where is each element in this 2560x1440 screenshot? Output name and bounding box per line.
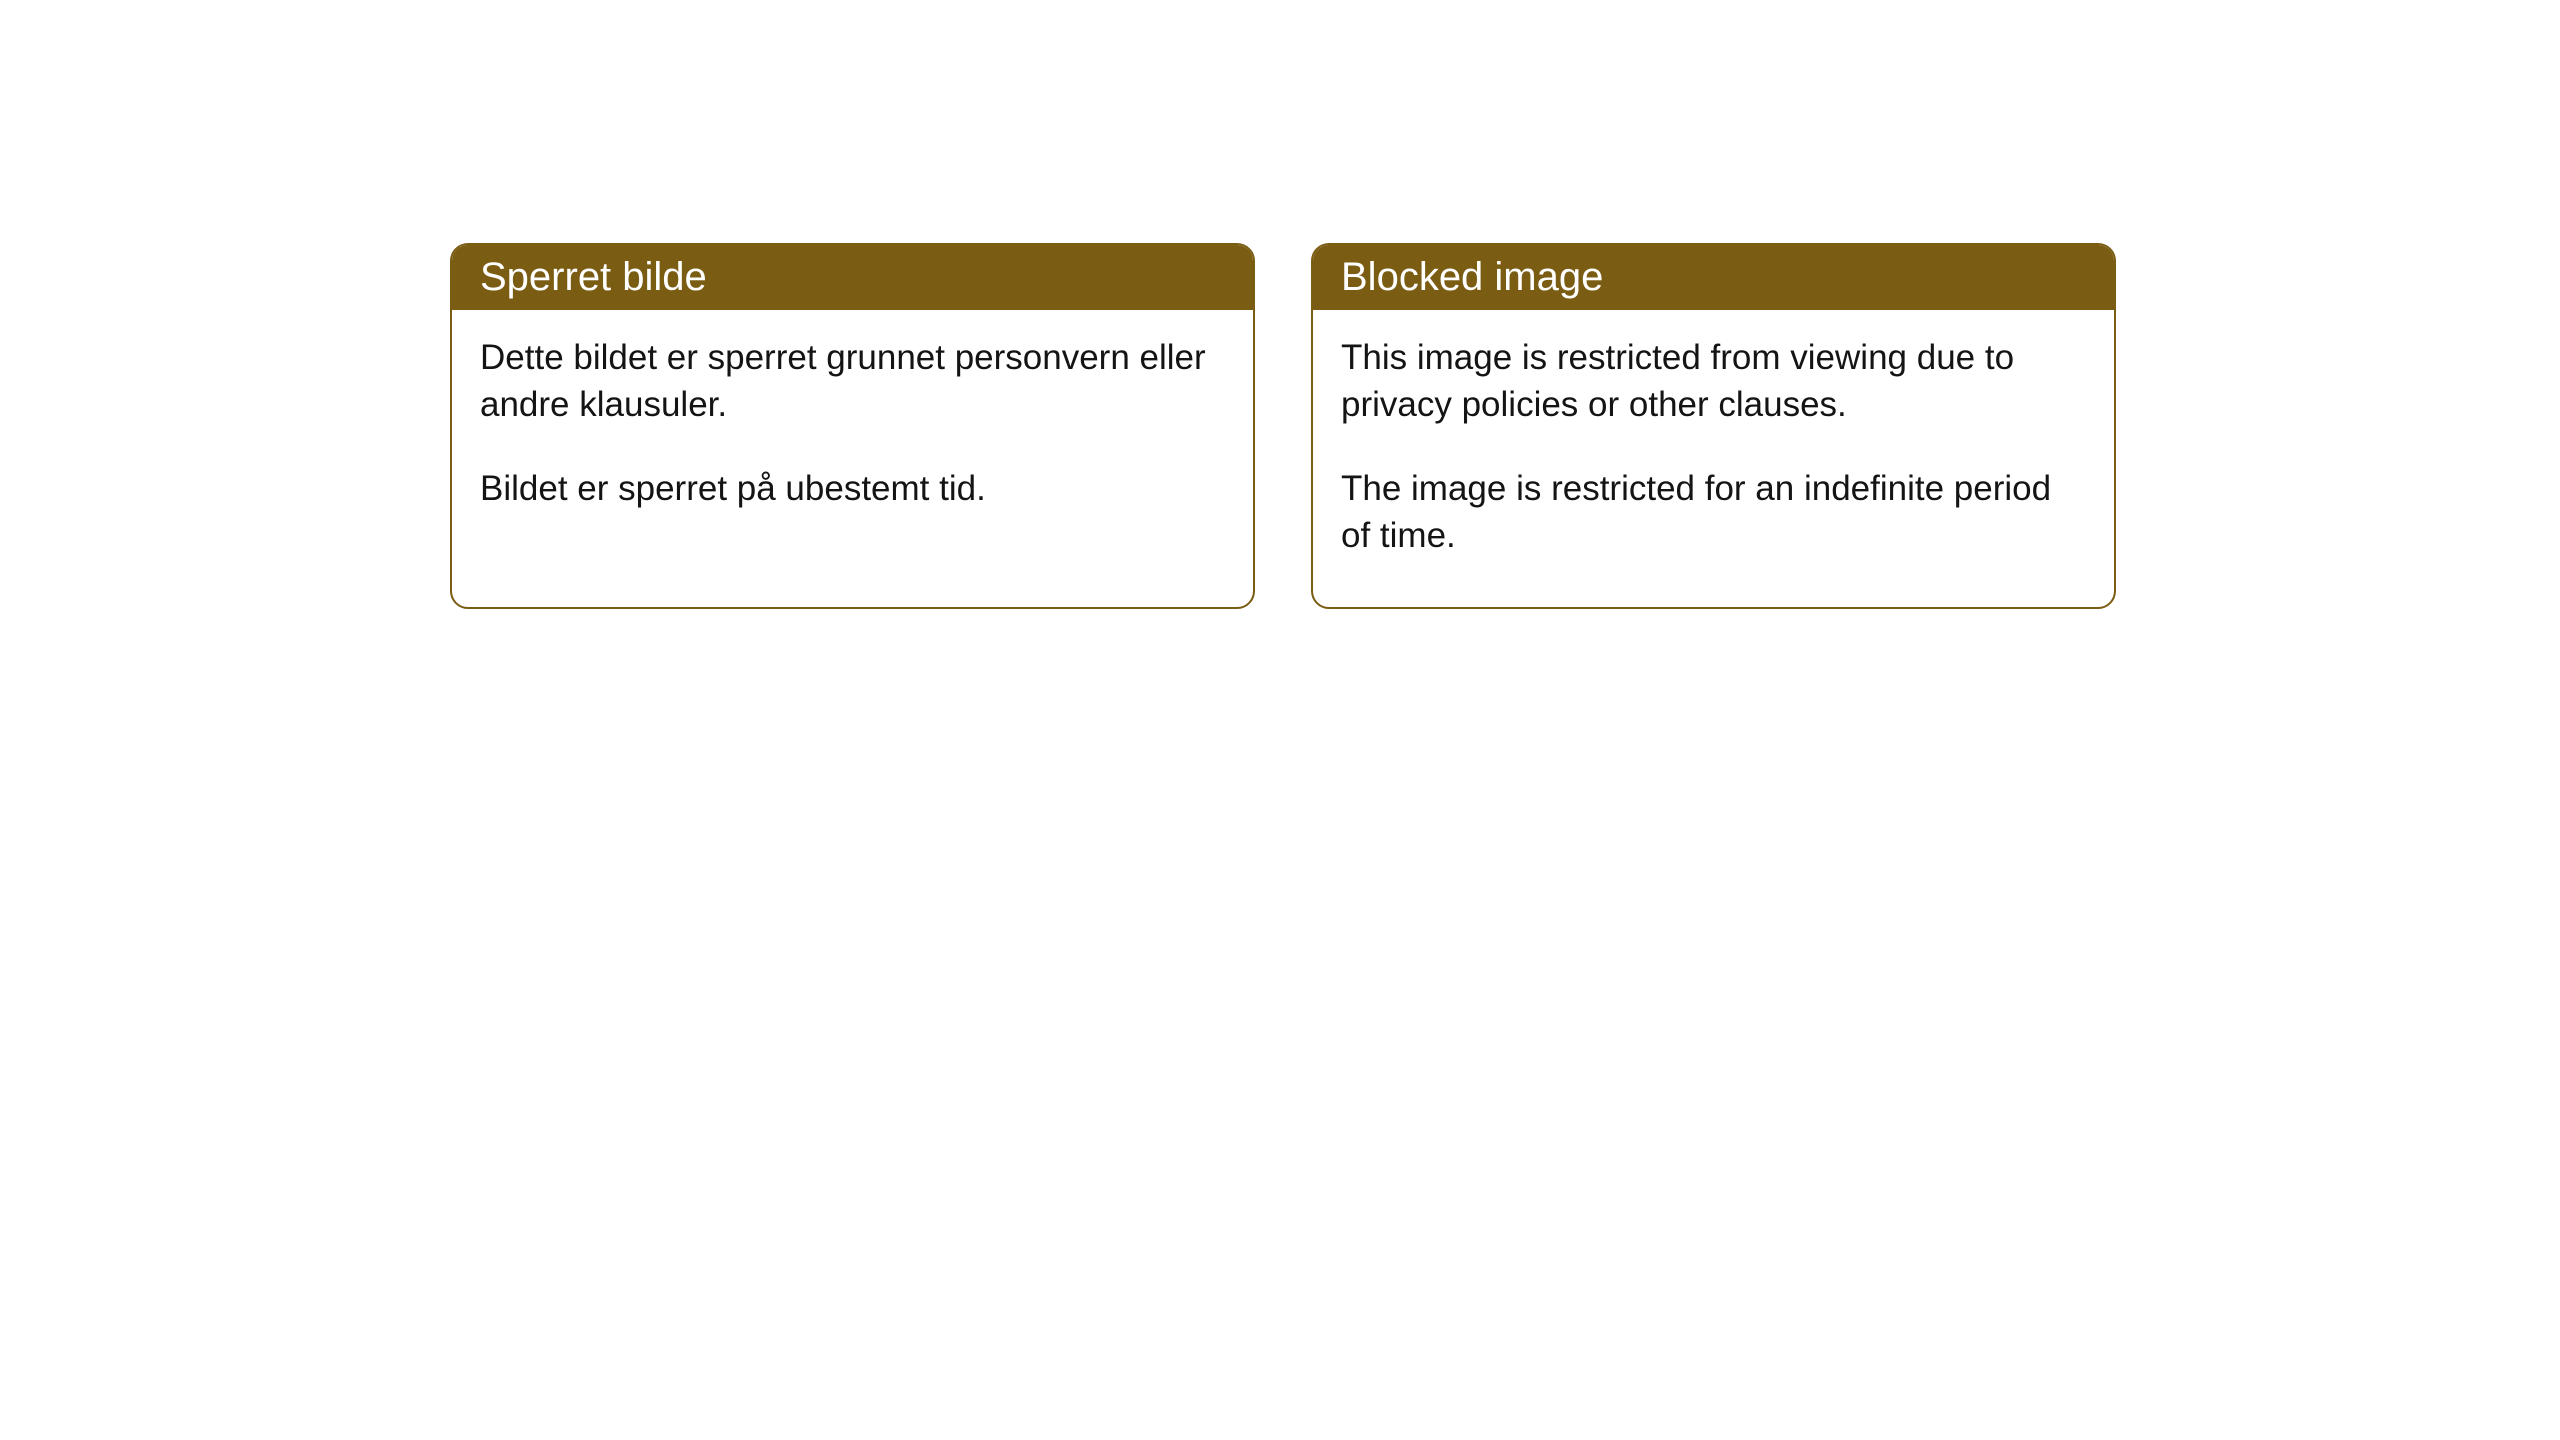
card-paragraph-2: The image is restricted for an indefinit… <box>1341 465 2086 560</box>
blocked-image-card-english: Blocked image This image is restricted f… <box>1311 243 2116 609</box>
card-paragraph-2: Bildet er sperret på ubestemt tid. <box>480 465 1225 512</box>
card-header: Sperret bilde <box>452 245 1253 310</box>
card-paragraph-1: This image is restricted from viewing du… <box>1341 334 2086 429</box>
card-body: This image is restricted from viewing du… <box>1313 310 2114 607</box>
card-body: Dette bildet er sperret grunnet personve… <box>452 310 1253 560</box>
cards-container: Sperret bilde Dette bildet er sperret gr… <box>0 0 2560 609</box>
card-paragraph-1: Dette bildet er sperret grunnet personve… <box>480 334 1225 429</box>
blocked-image-card-norwegian: Sperret bilde Dette bildet er sperret gr… <box>450 243 1255 609</box>
card-header: Blocked image <box>1313 245 2114 310</box>
